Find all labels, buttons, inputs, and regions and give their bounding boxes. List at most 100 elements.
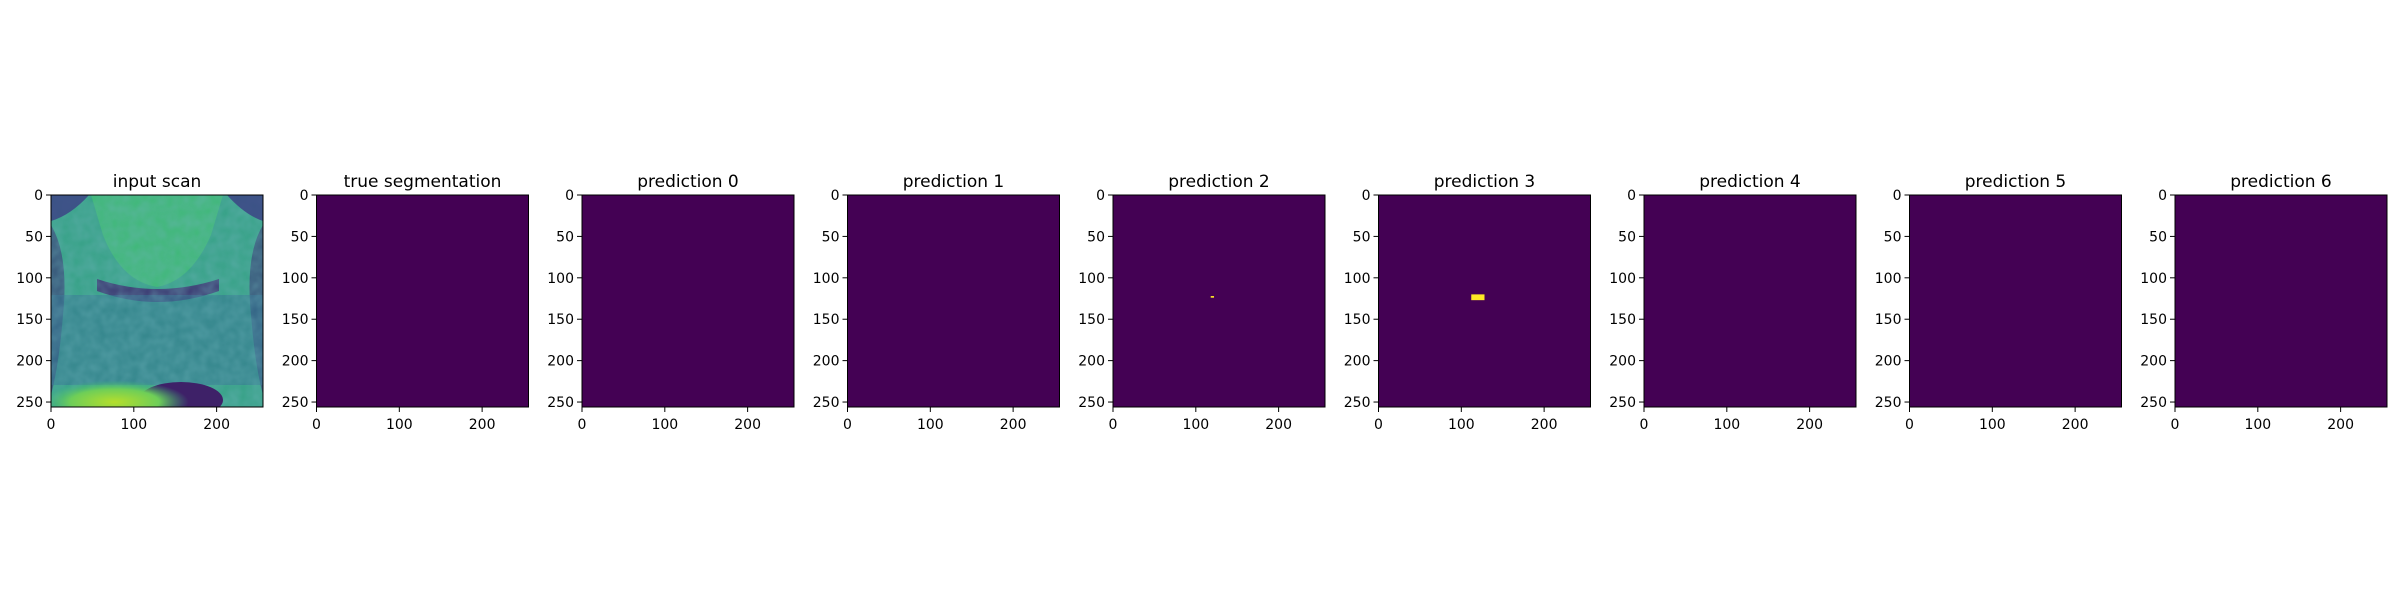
y-tick-label: 100 [16,271,43,287]
y-tick-label: 250 [282,395,309,411]
y-tick-label: 150 [1609,312,1636,328]
x-tick-label: 0 [312,417,321,433]
panel-title: prediction 1 [903,172,1005,192]
axes-frame [2174,194,2388,408]
y-tick-label: 100 [813,271,840,287]
y-tick-label: 250 [1344,395,1371,411]
y-tick-label: 250 [1875,395,1902,411]
y-tick-label: 150 [1875,312,1902,328]
panel-title: prediction 2 [1168,172,1270,192]
y-tick-label: 0 [1096,188,1105,204]
panel-title: prediction 0 [637,172,739,192]
y-tick-label: 150 [282,312,309,328]
y-tick-label: 150 [1078,312,1105,328]
scan-image [51,195,263,407]
x-tick-label: 100 [2244,417,2271,433]
y-tick-label: 200 [1609,354,1636,370]
panel-title: prediction 3 [1434,172,1536,192]
y-tick-label: 0 [565,188,574,204]
panel-title: prediction 6 [2230,172,2332,192]
x-tick-label: 0 [578,417,587,433]
y-tick-label: 0 [34,188,43,204]
x-tick-label: 0 [47,417,56,433]
x-tick-label: 100 [120,417,147,433]
y-tick-label: 0 [300,188,309,204]
y-tick-label: 100 [2140,271,2167,287]
y-tick-label: 100 [1078,271,1105,287]
y-tick-label: 150 [1344,312,1371,328]
panel-title: prediction 4 [1699,172,1801,192]
y-tick-label: 50 [2149,229,2167,245]
y-tick-label: 100 [1609,271,1636,287]
segmentation-mask-background [847,195,1060,407]
y-tick-label: 50 [291,229,309,245]
y-tick-label: 0 [1362,188,1371,204]
x-tick-label: 0 [1109,417,1118,433]
y-tick-label: 250 [547,395,574,411]
axes-frame [847,194,1060,408]
y-tick-label: 50 [1618,229,1636,245]
axes-frame [1909,194,2122,408]
x-tick-label: 200 [2327,417,2354,433]
segmentation-mask-background [2175,195,2387,407]
segmentation-mask-background [1909,195,2122,407]
segmentation-mask-background [1644,195,1856,407]
y-tick-label: 200 [1344,354,1371,370]
y-tick-label: 250 [1078,395,1105,411]
axes-frame [316,194,529,408]
y-tick-label: 150 [547,312,574,328]
x-tick-label: 200 [469,417,496,433]
x-tick-label: 0 [1374,417,1383,433]
x-tick-label: 200 [203,417,230,433]
x-tick-label: 100 [1979,417,2006,433]
x-tick-label: 200 [1265,417,1292,433]
x-tick-label: 100 [386,417,413,433]
y-tick-label: 50 [1087,229,1105,245]
y-tick-label: 200 [2140,354,2167,370]
x-tick-label: 200 [734,417,761,433]
y-tick-label: 50 [1353,229,1371,245]
y-tick-label: 200 [547,354,574,370]
y-tick-label: 250 [2140,395,2167,411]
panel-title: true segmentation [344,172,502,192]
x-tick-label: 200 [1796,417,1823,433]
segmentation-mask-background [1113,195,1325,407]
x-tick-label: 100 [1182,417,1209,433]
y-tick-label: 250 [813,395,840,411]
axes-frame [581,194,795,408]
y-tick-label: 50 [556,229,574,245]
segmented-region [1210,296,1215,298]
y-tick-label: 100 [1875,271,1902,287]
y-tick-label: 0 [1893,188,1902,204]
y-tick-label: 100 [547,271,574,287]
axes-frame [1378,194,1591,408]
y-tick-label: 200 [813,354,840,370]
segmentation-mask-background [1378,195,1591,407]
y-tick-label: 150 [2140,312,2167,328]
axes-frame [1112,194,1326,408]
y-tick-label: 100 [1344,271,1371,287]
y-tick-label: 250 [16,395,43,411]
x-tick-label: 100 [1713,417,1740,433]
y-tick-label: 50 [822,229,840,245]
x-tick-label: 200 [1531,417,1558,433]
y-tick-label: 250 [1609,395,1636,411]
x-tick-label: 100 [1448,417,1475,433]
axes-frame [1643,194,1857,408]
x-tick-label: 200 [2062,417,2089,433]
panel-title: prediction 5 [1965,172,2067,192]
axes-frame [50,194,264,408]
y-tick-label: 0 [831,188,840,204]
y-tick-label: 150 [16,312,43,328]
x-tick-label: 0 [2171,417,2180,433]
